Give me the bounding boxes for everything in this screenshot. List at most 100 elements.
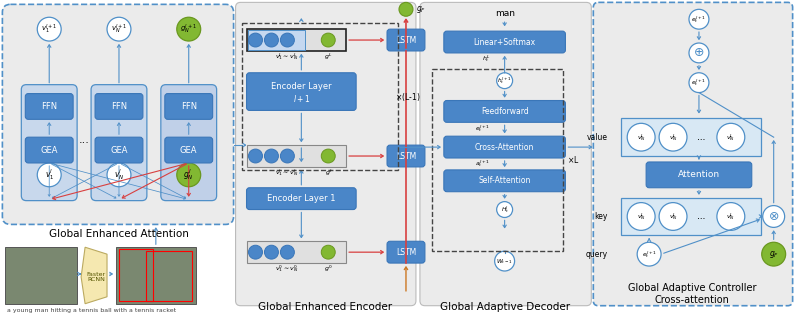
Text: Linear+Softmax: Linear+Softmax <box>473 37 536 47</box>
FancyBboxPatch shape <box>2 4 234 224</box>
Text: Cross-Attention: Cross-Attention <box>475 143 534 152</box>
Text: man: man <box>495 9 515 18</box>
Bar <box>146 251 192 301</box>
FancyBboxPatch shape <box>444 136 565 158</box>
Text: Faster
RCNN: Faster RCNN <box>87 272 106 282</box>
Circle shape <box>659 203 687 230</box>
Text: $e_t^{l+1}$: $e_t^{l+1}$ <box>475 123 490 134</box>
Text: $H_t^l$: $H_t^l$ <box>501 204 508 215</box>
FancyBboxPatch shape <box>387 29 425 51</box>
FancyBboxPatch shape <box>165 137 213 163</box>
Text: $l+1$: $l+1$ <box>292 93 310 104</box>
Text: GEA: GEA <box>41 146 58 155</box>
FancyBboxPatch shape <box>444 170 565 192</box>
Text: $h_t^{l+1}$: $h_t^{l+1}$ <box>497 75 512 86</box>
Text: $v_N^L$: $v_N^L$ <box>726 211 736 222</box>
Text: Global Adaptive Decoder: Global Adaptive Decoder <box>440 302 570 312</box>
FancyBboxPatch shape <box>646 162 752 188</box>
Text: query: query <box>585 250 607 259</box>
Text: $e_t^{l+1}$: $e_t^{l+1}$ <box>642 249 657 260</box>
Circle shape <box>627 203 655 230</box>
Circle shape <box>689 43 709 63</box>
Bar <box>246 29 346 51</box>
Text: $v_N^L$: $v_N^L$ <box>726 132 736 143</box>
Bar <box>621 118 760 156</box>
FancyBboxPatch shape <box>236 3 416 306</box>
Circle shape <box>249 149 262 163</box>
Text: $\times$L: $\times$L <box>567 154 579 165</box>
Circle shape <box>281 245 294 259</box>
FancyBboxPatch shape <box>26 137 73 163</box>
Text: GEA: GEA <box>180 146 198 155</box>
Text: value: value <box>587 133 607 142</box>
Circle shape <box>321 245 336 259</box>
FancyBboxPatch shape <box>420 3 591 306</box>
Circle shape <box>321 149 336 163</box>
FancyBboxPatch shape <box>444 100 565 122</box>
Text: FFN: FFN <box>41 102 57 111</box>
Text: key: key <box>594 212 607 221</box>
FancyBboxPatch shape <box>95 94 143 119</box>
Circle shape <box>281 33 294 47</box>
Text: $e_t^{l+1}$: $e_t^{l+1}$ <box>692 77 706 88</box>
Circle shape <box>717 203 744 230</box>
FancyBboxPatch shape <box>165 94 213 119</box>
FancyBboxPatch shape <box>246 73 356 110</box>
Text: $g^0$: $g^0$ <box>324 264 332 274</box>
Text: Attention: Attention <box>678 170 720 179</box>
Bar <box>246 145 346 167</box>
Text: $g_F$: $g_F$ <box>768 249 779 260</box>
Circle shape <box>281 149 294 163</box>
Circle shape <box>265 245 278 259</box>
Circle shape <box>37 163 61 187</box>
Circle shape <box>637 242 661 266</box>
Text: Encoder Layer 1: Encoder Layer 1 <box>267 194 336 203</box>
FancyBboxPatch shape <box>593 3 793 306</box>
Circle shape <box>249 33 262 47</box>
Circle shape <box>689 73 709 93</box>
Text: Global Enhanced Encoder: Global Enhanced Encoder <box>258 302 392 312</box>
Polygon shape <box>81 247 107 304</box>
Bar <box>116 247 196 304</box>
Text: $v_N^L$: $v_N^L$ <box>637 132 646 143</box>
Bar <box>119 249 153 301</box>
Circle shape <box>177 163 201 187</box>
Text: Self-Attention: Self-Attention <box>478 176 531 185</box>
Circle shape <box>762 242 786 266</box>
Text: $\cdots$: $\cdots$ <box>697 212 705 221</box>
Text: Global Enhanced Attention: Global Enhanced Attention <box>49 229 189 239</box>
Circle shape <box>717 123 744 151</box>
Text: LSTM: LSTM <box>396 152 416 160</box>
FancyBboxPatch shape <box>387 241 425 263</box>
Text: Encoder Layer: Encoder Layer <box>271 82 332 91</box>
Text: Feedforward: Feedforward <box>481 107 528 116</box>
Circle shape <box>265 33 278 47</box>
Text: $v_1^{l+1}$: $v_1^{l+1}$ <box>41 23 57 36</box>
Text: Global Adaptive Controller
Cross-attention: Global Adaptive Controller Cross-attenti… <box>628 283 756 305</box>
Circle shape <box>497 202 512 217</box>
Circle shape <box>107 163 131 187</box>
Text: $v_1^l$: $v_1^l$ <box>45 167 54 182</box>
Text: $v_1^L{\sim}v_N^L$: $v_1^L{\sim}v_N^L$ <box>275 51 298 62</box>
Circle shape <box>763 206 785 227</box>
Text: FFN: FFN <box>111 102 127 111</box>
Text: $g_F$: $g_F$ <box>416 4 426 15</box>
Text: $v_N^L$: $v_N^L$ <box>669 132 677 143</box>
Circle shape <box>249 245 262 259</box>
Circle shape <box>689 9 709 29</box>
Circle shape <box>321 33 336 47</box>
Circle shape <box>659 123 687 151</box>
Text: $\oplus$: $\oplus$ <box>693 46 705 59</box>
Text: $v_N^L$: $v_N^L$ <box>669 211 677 222</box>
Text: LSTM: LSTM <box>396 248 416 257</box>
Text: $\times$(L-1): $\times$(L-1) <box>395 91 421 102</box>
FancyBboxPatch shape <box>246 188 356 210</box>
Circle shape <box>627 123 655 151</box>
Text: $v_N^L$: $v_N^L$ <box>637 211 646 222</box>
Circle shape <box>177 17 201 41</box>
FancyBboxPatch shape <box>387 145 425 167</box>
Bar <box>621 198 760 235</box>
Text: $v_N^{l+1}$: $v_N^{l+1}$ <box>111 23 128 36</box>
Text: $a_t^{l+1}$: $a_t^{l+1}$ <box>475 158 490 169</box>
Text: $h_t^L$: $h_t^L$ <box>482 54 491 64</box>
